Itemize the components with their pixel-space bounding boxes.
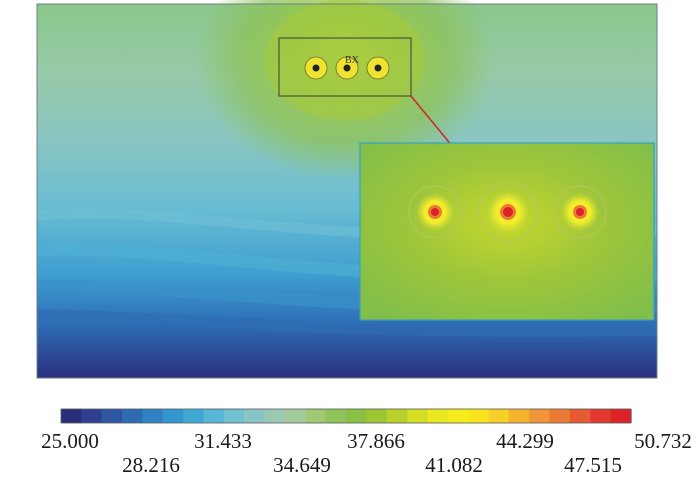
colorbar-segment — [407, 409, 429, 423]
colorbar-segment — [468, 409, 490, 423]
colorbar-segment — [346, 409, 367, 423]
colorbar-label-41082: 41.082 — [425, 453, 483, 477]
colorbar-segment — [203, 409, 225, 423]
colorbar-label-34649: 34.649 — [273, 453, 331, 477]
colorbar-label-47515: 47.515 — [564, 453, 622, 477]
colorbar-segment — [386, 409, 408, 423]
colorbar-segment — [508, 409, 530, 423]
colorbar-label-28216: 28.216 — [122, 453, 180, 477]
colorbar-segment — [162, 409, 184, 423]
colorbar-segment — [447, 409, 469, 423]
colorbar-label-50732: 50.732 — [634, 429, 692, 453]
annotation-label: BX — [345, 55, 360, 66]
source-cables — [304, 56, 390, 80]
colorbar-segment — [223, 409, 245, 423]
colorbar-frame — [60, 408, 632, 424]
colorbar-segment — [284, 409, 306, 423]
colorbar-segment — [549, 409, 571, 423]
zoom-source-box — [278, 37, 412, 97]
colorbar-segment — [529, 409, 551, 423]
colorbar-segment — [325, 409, 347, 423]
colorbar-segment — [264, 409, 286, 423]
colorbar-segment — [569, 409, 591, 423]
colorbar-segment — [590, 409, 612, 423]
colorbar-segment — [305, 409, 327, 423]
colorbar-segment — [427, 409, 449, 423]
colorbar-label-31433: 31.433 — [194, 429, 252, 453]
colorbar-segment — [183, 409, 205, 423]
colorbar-label-44299: 44.299 — [496, 429, 554, 453]
colorbar-segment — [101, 409, 123, 423]
zoom-inset — [359, 142, 655, 321]
colorbar-label-25000: 25.000 — [41, 429, 99, 453]
colorbar-segment — [488, 409, 510, 423]
colorbar-segment — [81, 409, 103, 423]
colorbar-segment — [244, 409, 266, 423]
colorbar-segment — [366, 409, 388, 423]
colorbar-segment — [610, 409, 632, 423]
colorbar-segment — [142, 409, 164, 423]
colorbar-label-37866: 37.866 — [347, 429, 405, 453]
colorbar-segment — [61, 409, 82, 423]
colorbar — [61, 409, 632, 423]
colorbar-segment — [122, 409, 144, 423]
